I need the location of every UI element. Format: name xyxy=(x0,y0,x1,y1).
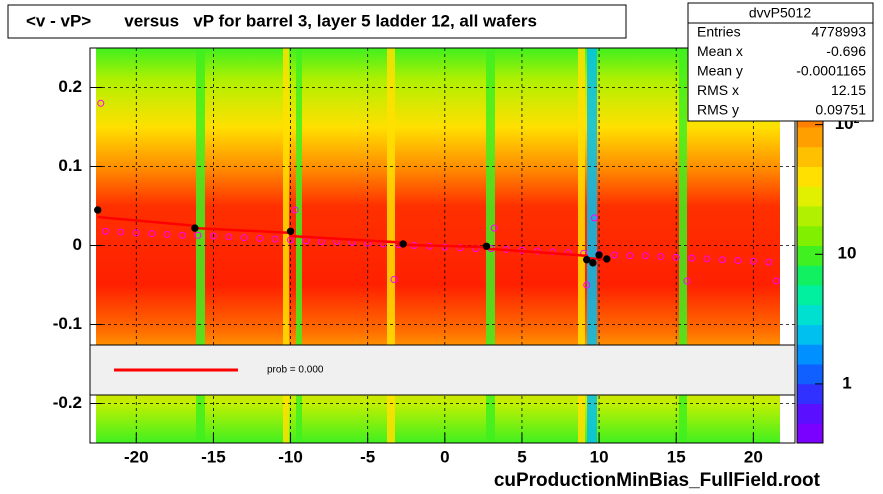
open-marker xyxy=(611,251,619,259)
open-marker xyxy=(132,229,140,237)
legend: prob = 0.000 xyxy=(89,344,796,396)
open-marker xyxy=(97,99,105,107)
open-marker xyxy=(240,234,248,242)
colorbar-cell xyxy=(797,383,823,404)
heatmap-stripe xyxy=(587,48,597,443)
open-marker xyxy=(271,235,279,243)
open-marker xyxy=(590,214,598,222)
marker xyxy=(603,255,611,263)
y-tick-label: 0.1 xyxy=(58,156,82,175)
stats-label: Entries xyxy=(697,24,741,40)
colorbar-cell xyxy=(797,206,823,227)
stats-value: 4778993 xyxy=(811,24,866,40)
footer: cuProductionMinBias_FullField.root xyxy=(494,470,821,491)
heatmap-stripe xyxy=(283,48,289,443)
y-tick-label: 0.2 xyxy=(58,77,82,96)
open-marker xyxy=(194,231,202,239)
open-marker xyxy=(179,231,187,239)
open-marker xyxy=(657,253,665,261)
heatmap-stripe xyxy=(679,48,687,443)
colorbar-cell xyxy=(797,344,823,365)
x-tick-label: 5 xyxy=(517,447,526,466)
z-tick-label: 1 xyxy=(842,373,851,392)
x-tick-label: -10 xyxy=(278,447,303,466)
colorbar-cell xyxy=(797,245,823,266)
x-tick-label: 20 xyxy=(744,447,763,466)
chart-title: <v - vP> versus vP for barrel 3, layer 5… xyxy=(26,11,537,30)
open-marker xyxy=(672,253,680,261)
open-marker xyxy=(641,252,649,260)
colorbar-cell xyxy=(797,364,823,385)
open-marker xyxy=(703,255,711,263)
y-tick-label: 0 xyxy=(73,235,82,254)
colorbar-cell xyxy=(797,304,823,325)
marker xyxy=(94,206,102,214)
x-tick-label: -5 xyxy=(360,447,375,466)
stats-value: -0.696 xyxy=(826,43,866,59)
open-marker xyxy=(148,230,156,238)
y-tick-label: -0.2 xyxy=(53,393,82,412)
colorbar-cell xyxy=(797,225,823,246)
x-tick-label: -20 xyxy=(124,447,149,466)
colorbar-cell xyxy=(797,285,823,306)
colorbar-cell xyxy=(797,324,823,345)
open-marker xyxy=(765,258,773,266)
open-marker xyxy=(490,224,498,232)
open-marker xyxy=(101,227,109,235)
marker xyxy=(191,224,199,232)
x-tick-label: 0 xyxy=(440,447,449,466)
open-marker xyxy=(626,252,634,260)
colorbar-cell xyxy=(797,423,823,444)
x-tick-label: 10 xyxy=(590,447,609,466)
heatmap-stripe xyxy=(296,48,302,443)
open-marker xyxy=(734,257,742,265)
colorbar-cell xyxy=(797,127,823,148)
marker xyxy=(595,251,603,259)
open-marker xyxy=(718,256,726,264)
legend-text: prob = 0.000 xyxy=(267,365,324,376)
colorbar-cell xyxy=(797,166,823,187)
stats-box: dvvP5012 Entries 4778993 Mean x -0.696 Mean … xyxy=(687,2,874,122)
stats-value: 0.09751 xyxy=(815,102,866,118)
stats-label: RMS y xyxy=(697,102,739,118)
title-box xyxy=(7,4,627,39)
open-marker xyxy=(549,248,557,256)
open-marker xyxy=(749,257,757,265)
x-tick-label: -15 xyxy=(201,447,226,466)
open-marker xyxy=(390,275,398,283)
open-marker xyxy=(456,244,464,252)
open-marker xyxy=(209,232,217,240)
marker xyxy=(589,259,597,267)
stats-value: -0.0001165 xyxy=(796,63,866,79)
open-marker xyxy=(225,233,233,241)
x-tick-label: 15 xyxy=(667,447,686,466)
open-marker xyxy=(291,206,299,214)
heatmap-stripe xyxy=(578,48,585,443)
stats-label: Mean x xyxy=(697,43,743,59)
y-tick-label: -0.1 xyxy=(53,314,82,333)
open-marker xyxy=(688,254,696,262)
open-marker xyxy=(256,234,264,242)
open-marker xyxy=(163,230,171,238)
stats-value: 12.15 xyxy=(831,82,866,98)
z-tick-label: 10 xyxy=(838,244,857,263)
colorbar-cell xyxy=(797,403,823,424)
open-marker xyxy=(117,228,125,236)
colorbar-cell xyxy=(797,265,823,286)
marker xyxy=(583,256,591,264)
marker xyxy=(482,242,491,250)
open-marker xyxy=(583,281,591,289)
colorbar-cell xyxy=(797,146,823,167)
marker xyxy=(286,227,295,235)
open-marker xyxy=(683,277,691,285)
stats-label: Mean y xyxy=(697,63,743,79)
colorbar-cell xyxy=(797,186,823,207)
open-marker xyxy=(772,277,780,285)
stats-title: dvvP5012 xyxy=(749,5,811,21)
marker xyxy=(399,240,407,248)
stats-label: RMS x xyxy=(697,82,739,98)
